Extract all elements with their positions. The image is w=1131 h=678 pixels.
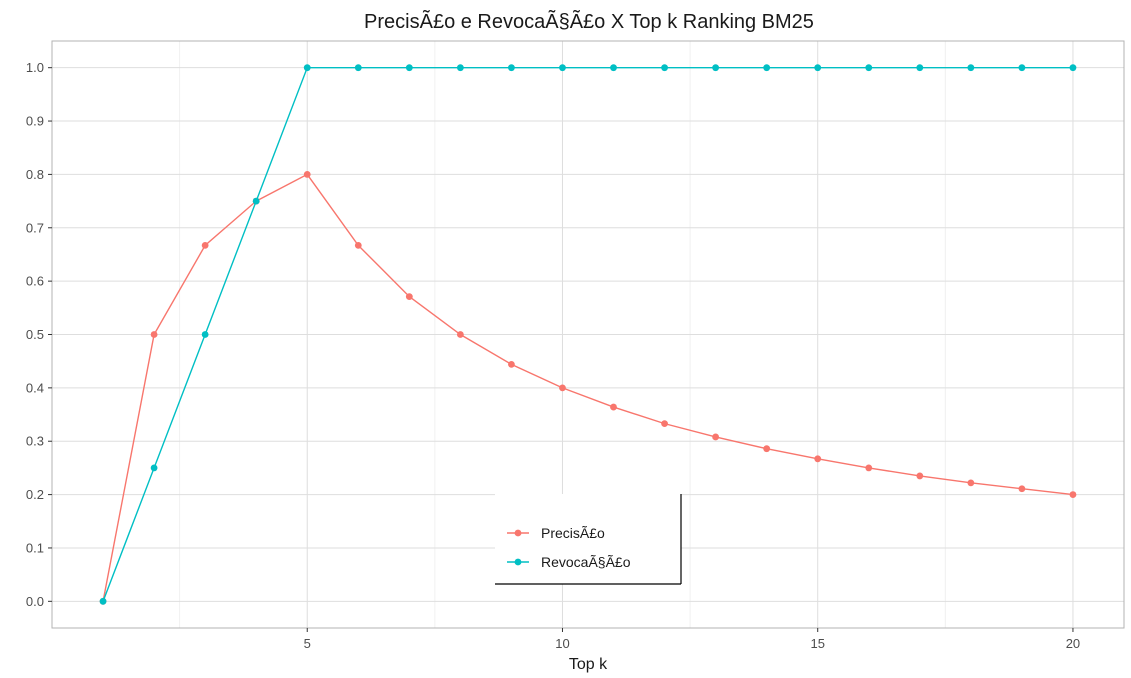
x-axis-ticks: 5 10 15 20 <box>304 628 1080 651</box>
x-tick-label: 10 <box>555 636 569 651</box>
data-point-series-1 <box>1069 64 1077 72</box>
data-point-series-0 <box>405 293 413 301</box>
data-point-series-0 <box>916 472 924 480</box>
y-tick-label: 0.9 <box>26 114 44 129</box>
data-point-series-1 <box>201 331 209 338</box>
data-point-series-1 <box>150 464 158 472</box>
data-point-series-0 <box>712 433 720 441</box>
series-layer <box>99 64 1077 605</box>
chart-title: PrecisÃ£o e RevocaÃ§Ã£o X Top k Ranking … <box>364 9 814 33</box>
data-point-series-0 <box>508 360 515 368</box>
legend-key-point-0 <box>514 529 522 537</box>
series-line-0 <box>102 173 1074 602</box>
series-line-1 <box>102 66 1073 602</box>
data-point-series-0 <box>1069 491 1077 498</box>
legend-items: PrecisÃ£o RevocaÃ§Ã£o <box>507 525 631 570</box>
data-point-series-0 <box>610 403 617 411</box>
legend: PrecisÃ£o RevocaÃ§Ã£o <box>495 494 682 585</box>
data-point-series-1 <box>354 64 362 72</box>
y-tick-label: 0.3 <box>26 434 44 449</box>
data-point-series-0 <box>303 171 311 178</box>
y-tick-label: 0.4 <box>26 380 44 395</box>
y-tick-label: 0.0 <box>26 594 44 609</box>
legend-key-point-1 <box>514 558 522 566</box>
data-point-series-0 <box>967 479 975 487</box>
data-point-series-0 <box>150 331 158 338</box>
data-point-series-1 <box>916 64 924 72</box>
data-point-series-1 <box>303 64 311 72</box>
data-point-series-1 <box>456 64 464 72</box>
y-tick-label: 0.1 <box>26 540 44 555</box>
data-point-series-1 <box>252 197 260 205</box>
data-point-series-1 <box>610 64 617 72</box>
data-point-series-1 <box>865 64 873 72</box>
legend-label-0: PrecisÃ£o <box>541 525 605 541</box>
data-point-series-1 <box>814 64 822 72</box>
data-point-series-0 <box>354 241 362 249</box>
legend-label-1: RevocaÃ§Ã£o <box>541 554 631 570</box>
y-axis-ticks: 0.0 0.1 0.2 0.3 0.4 0.5 0.6 0.7 0.8 0.9 1.0 <box>26 60 52 609</box>
data-point-series-0 <box>1018 485 1026 493</box>
x-tick-label: 15 <box>810 636 824 651</box>
data-point-series-1 <box>967 64 975 72</box>
data-point-series-1 <box>508 64 515 72</box>
data-point-series-0 <box>456 331 464 338</box>
x-axis-title: Top k <box>569 656 608 673</box>
data-point-series-1 <box>99 597 107 605</box>
data-point-series-1 <box>661 64 668 72</box>
x-tick-label: 20 <box>1066 636 1080 651</box>
data-point-series-1 <box>405 64 413 72</box>
major-gridlines <box>52 41 1124 628</box>
y-tick-label: 0.8 <box>26 167 44 182</box>
y-tick-label: 1.0 <box>26 60 44 75</box>
x-tick-label: 5 <box>304 636 311 651</box>
data-point-series-0 <box>661 420 668 428</box>
data-point-series-0 <box>865 464 873 472</box>
y-tick-label: 0.2 <box>26 487 44 502</box>
data-point-series-1 <box>763 64 771 72</box>
y-tick-label: 0.7 <box>26 220 44 235</box>
legend-background <box>495 494 681 584</box>
data-point-series-0 <box>763 445 771 453</box>
data-point-series-0 <box>201 241 209 249</box>
data-point-series-0 <box>814 455 822 463</box>
data-point-series-1 <box>1018 64 1026 72</box>
data-point-series-1 <box>712 64 720 72</box>
y-tick-label: 0.5 <box>26 327 44 342</box>
data-point-series-0 <box>559 384 566 392</box>
y-tick-label: 0.6 <box>26 274 44 289</box>
data-point-series-1 <box>559 64 566 72</box>
